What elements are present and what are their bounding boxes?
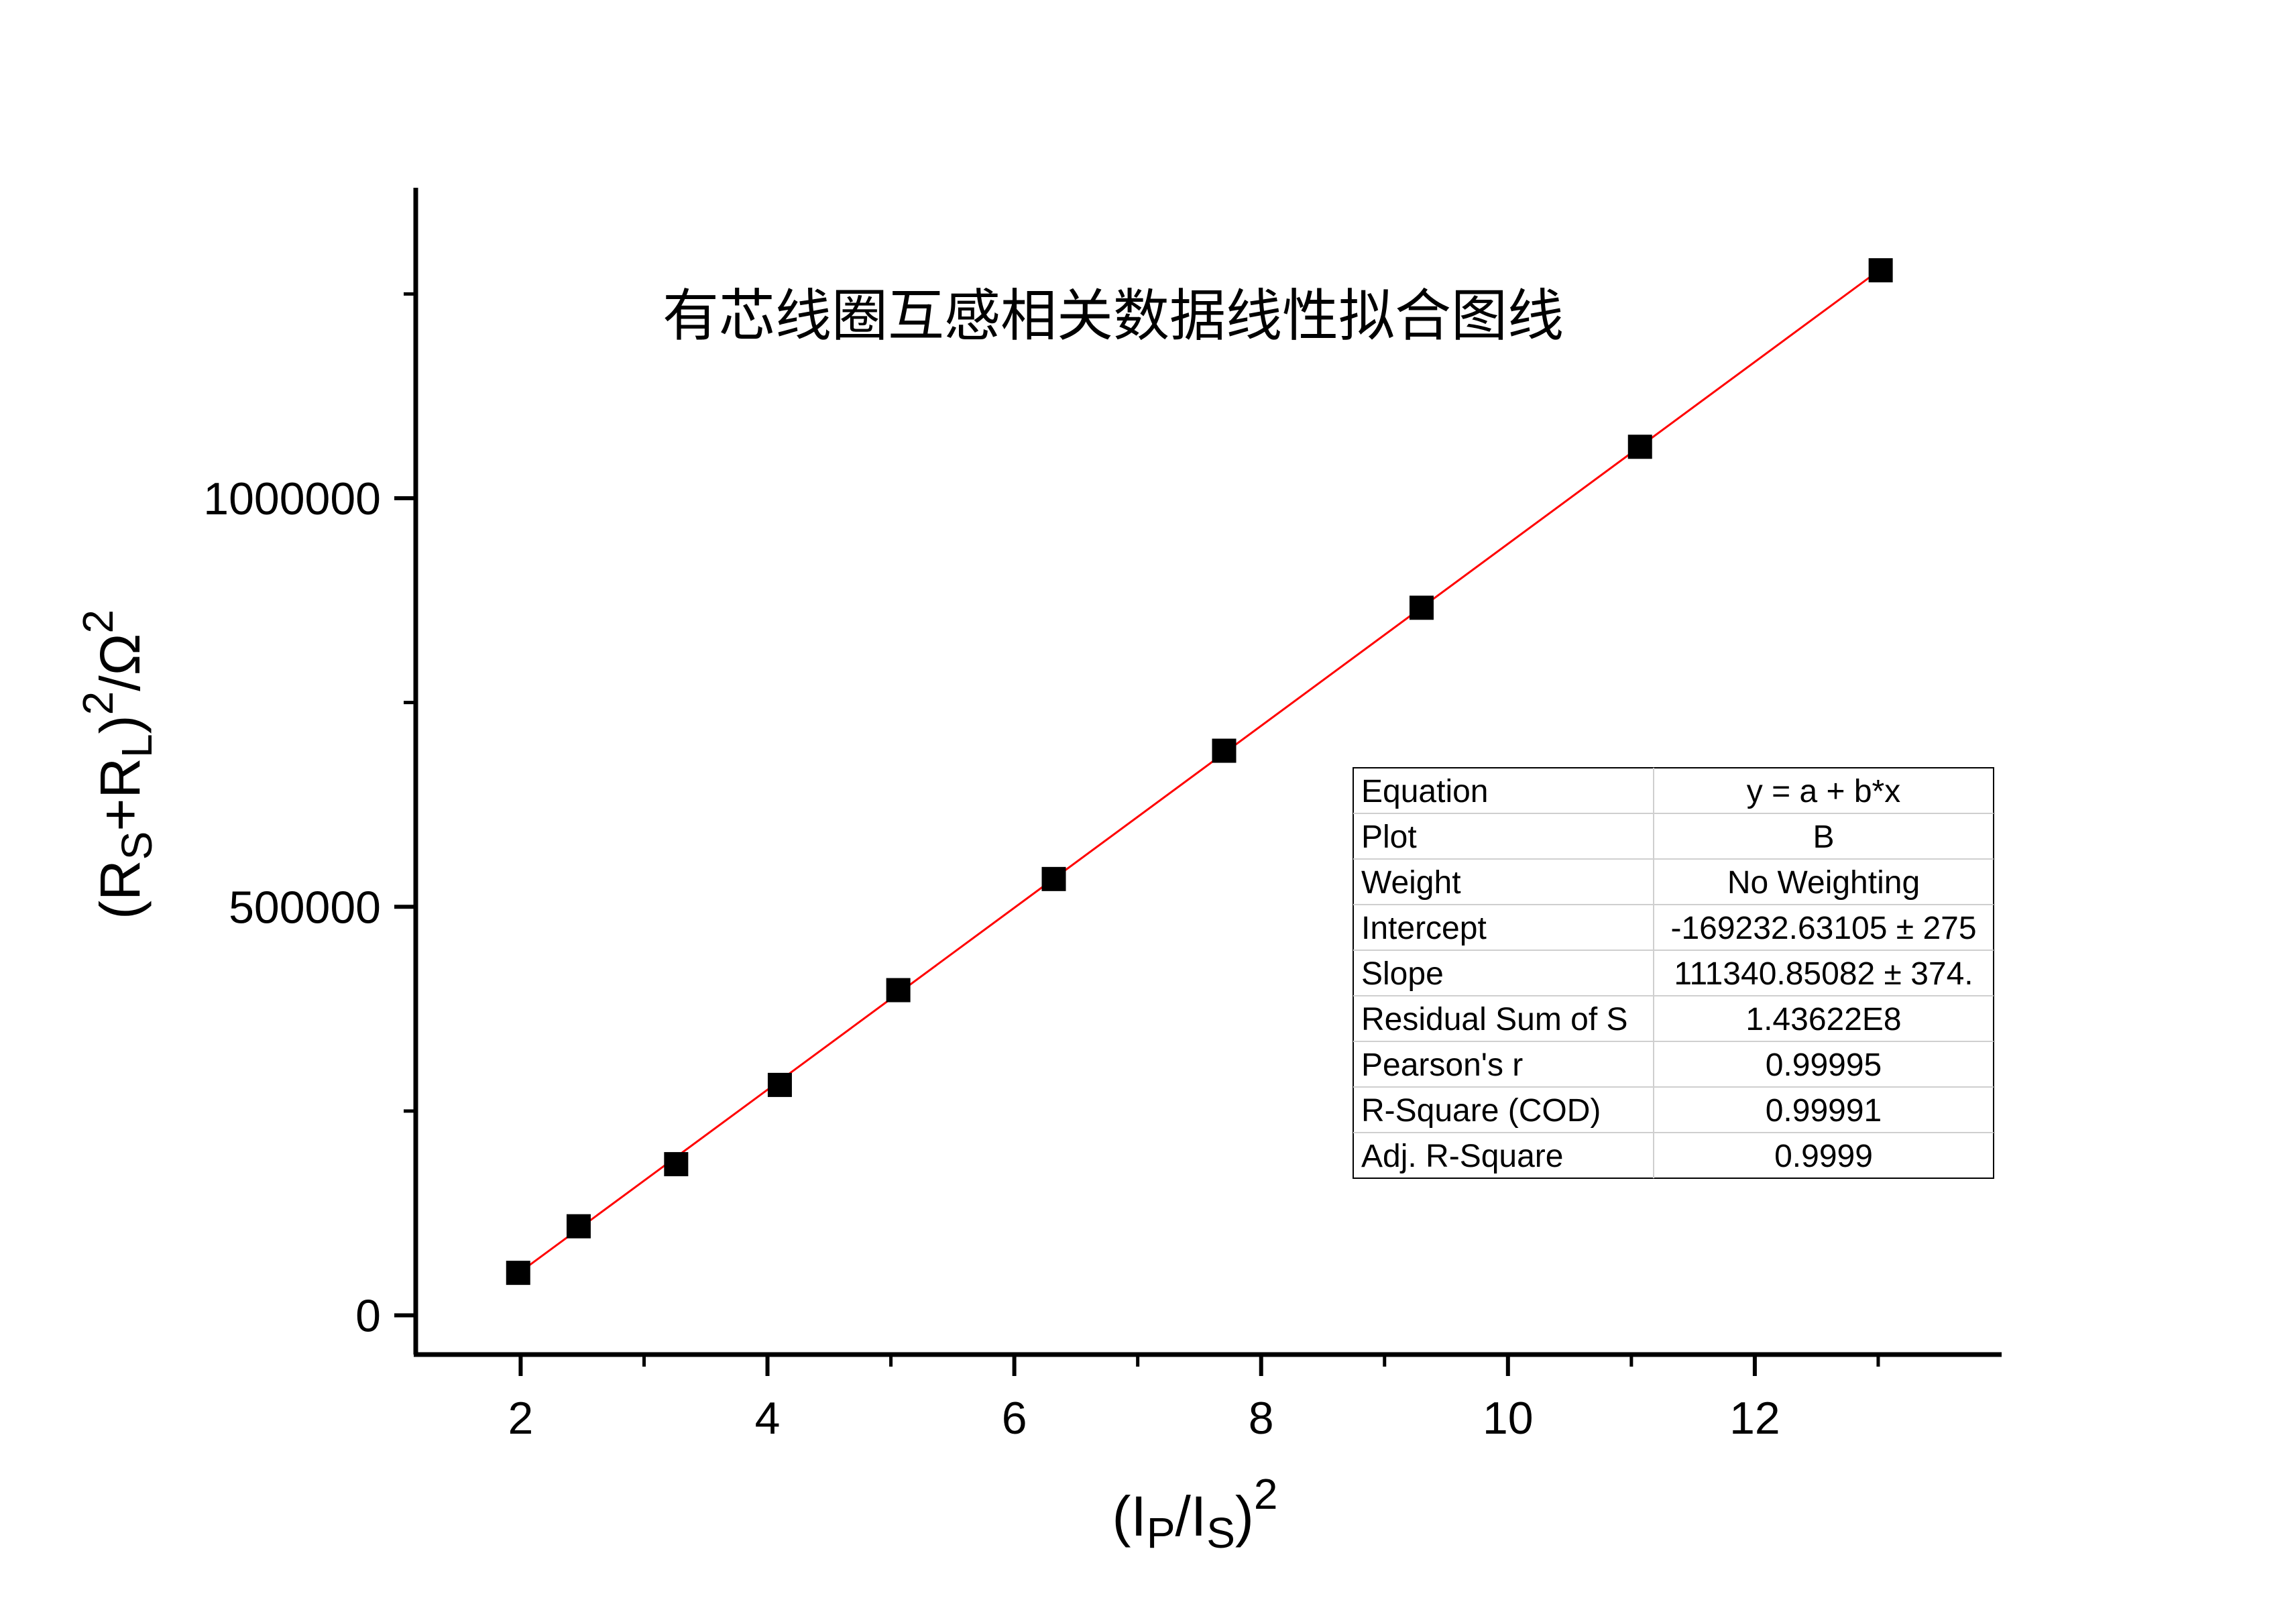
stats-table-label: Weight [1361,865,1461,901]
stats-table-label: Pearson's r [1361,1047,1523,1083]
stats-table-value: 0.9999 [1774,1139,1873,1174]
stats-table-value: No Weighting [1727,865,1920,901]
y-title-unit: /Ω [89,634,152,691]
stats-table-value: -169232.63105 ± 275 [1670,911,1976,946]
y-title-sub-s: S [113,832,161,860]
x-title-base: (I [1112,1485,1147,1548]
axes [413,188,2002,1357]
data-point [886,978,911,1002]
data-point [767,1072,792,1097]
stats-table-label: R-Square (COD) [1361,1093,1601,1129]
y-title-sub-l: L [113,734,161,758]
x-title-mid: /I [1175,1485,1207,1548]
x-tick-label: 6 [1002,1393,1027,1444]
x-title-sup: 2 [1254,1470,1278,1518]
chart-title: 有芯线圈互感相关数据线性拟合图线 [663,283,1564,349]
stats-table-label: Residual Sum of S [1361,1002,1628,1037]
y-tick-label: 500000 [229,882,381,933]
fit-line-group [517,268,1882,1275]
stats-table-label: Slope [1361,956,1444,992]
data-point [566,1214,591,1239]
x-title-sub-p: P [1147,1509,1175,1557]
stats-table-value: 0.99991 [1766,1093,1882,1129]
y-title-close: ) [89,715,152,734]
stats-table-label: Plot [1361,819,1417,855]
x-axis-title: (IP/IS)2 [1112,1470,1278,1557]
data-point [1409,595,1434,620]
y-title-mid: +R [89,758,152,832]
x-tick-label: 12 [1729,1393,1780,1444]
data-point [1041,866,1066,891]
x-tick-label: 2 [508,1393,534,1444]
y-tick-label: 1000000 [203,473,381,524]
data-point [664,1152,689,1177]
data-point [1627,435,1652,459]
stats-table-value: 1.43622E8 [1745,1002,1901,1037]
y-title-open: (R [89,860,152,919]
x-axis-ticks: 2 4 6 8 10 12 [508,1355,1880,1444]
fit-line [517,268,1882,1275]
stats-table-value: 111340.85082 ± 374. [1674,956,1973,992]
x-title-close: ) [1235,1485,1254,1548]
stats-table-label: Equation [1361,774,1489,809]
y-axis-title: (RS+RL)2/Ω2 [74,610,161,919]
stats-table-label: Intercept [1361,911,1487,946]
data-point [1212,738,1237,763]
stats-table-value: 0.99995 [1766,1047,1882,1083]
y-tick-label: 0 [355,1291,381,1342]
x-tick-label: 8 [1249,1393,1274,1444]
data-point [1868,258,1893,283]
y-axis-ticks: 0 500000 1000000 [203,292,416,1342]
y-title-sup2: 2 [74,610,122,634]
y-title-sup1: 2 [74,691,122,715]
stats-table-value: B [1813,819,1834,855]
x-title-sub-s: S [1206,1509,1235,1557]
stats-table-value: y = a + b*x [1747,774,1900,809]
x-tick-label: 4 [755,1393,781,1444]
data-points [506,258,1893,1285]
stats-table-border [1353,767,1994,1179]
stats-table: Equation y = a + b*x Plot B Weight No Weighti… [1353,767,1994,1179]
stats-table-label: Adj. R-Square [1361,1139,1563,1174]
x-tick-label: 10 [1483,1393,1534,1444]
data-point [506,1261,530,1285]
